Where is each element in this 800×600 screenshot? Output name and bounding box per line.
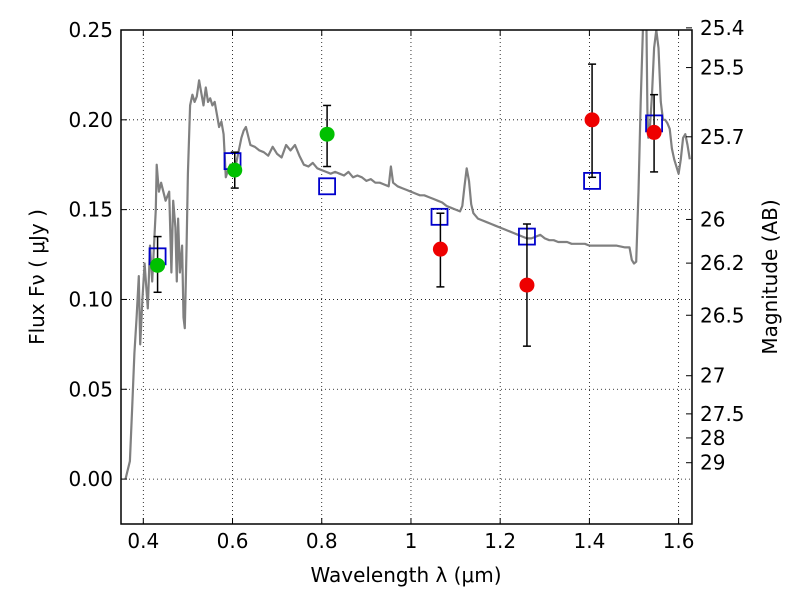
x-tick-label: 1.4 — [573, 529, 605, 553]
axes-frame — [120, 29, 693, 525]
y2-tick-label: 29 — [700, 451, 725, 475]
x-tick-label: 0.4 — [127, 529, 159, 553]
y2-tick-label: 27.5 — [700, 402, 745, 426]
y2-tick-label: 26 — [700, 207, 725, 231]
y2-axis-label: Magnitude (AB) — [758, 199, 782, 354]
data-point-marker — [319, 126, 335, 142]
y2-tick-label: 28 — [700, 426, 725, 450]
model-square-marker — [318, 177, 336, 196]
x-tick-label: 0.6 — [217, 529, 249, 553]
y2-tick-label: 26.5 — [700, 303, 745, 327]
y2-tick-label: 26.2 — [700, 251, 745, 275]
ticks — [121, 27, 692, 524]
y2-tick-label: 25.7 — [700, 125, 745, 149]
x-tick-label: 0.8 — [306, 529, 338, 553]
y-tick-label: 0.05 — [68, 377, 113, 401]
y-tick-label: 0.10 — [68, 287, 113, 311]
x-tick-label: 1 — [405, 529, 418, 553]
grid — [121, 29, 692, 524]
y2-tick-label: 25.5 — [700, 56, 745, 80]
y-tick-label: 0.00 — [68, 467, 113, 491]
x-tick-label: 1.2 — [484, 529, 516, 553]
data-point-marker — [584, 112, 600, 128]
tick-labels: 0.4 0.6 0.8 1 1.2 1.4 1.6 0.00 0.05 0.10 0.15 0.20 0… — [68, 16, 744, 553]
spectrum-line — [124, 30, 691, 480]
data-point-marker — [646, 124, 662, 140]
model-square-marker — [430, 207, 449, 226]
data-point-marker — [432, 241, 448, 257]
plot-area — [124, 30, 691, 480]
x-axis-label: Wavelength λ (μm) — [310, 563, 501, 587]
y-axis-label: Flux Fν ( μJy ) — [25, 209, 49, 345]
y-tick-label: 0.15 — [68, 198, 113, 222]
y-tick-label: 0.20 — [68, 108, 113, 132]
data-point-marker — [150, 257, 166, 273]
y2-tick-label: 27 — [700, 364, 725, 388]
x-tick-label: 1.6 — [663, 529, 695, 553]
y-tick-label: 0.25 — [68, 18, 113, 42]
data-point-marker — [519, 277, 535, 293]
y2-tick-label: 25.4 — [700, 16, 745, 40]
data-point-marker — [227, 162, 243, 178]
